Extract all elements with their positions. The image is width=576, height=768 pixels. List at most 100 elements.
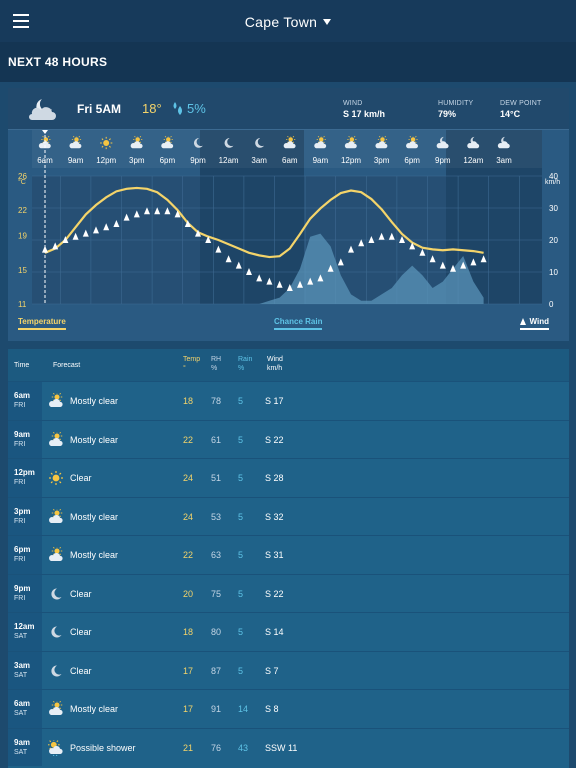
wind-arrow: [215, 245, 222, 253]
row-temp: 17: [183, 704, 194, 714]
moon-cloud-icon: [29, 99, 56, 120]
table-header: Time Forecast Temp ° RH% Rain% Wind km/h: [8, 349, 569, 381]
wind-arrow: [460, 261, 467, 269]
wind-stat: WIND S 17 km/h: [343, 100, 385, 119]
row-temp: 24: [183, 511, 194, 522]
row-day: SAT: [14, 633, 28, 640]
partly-cloudy-icon: [48, 701, 63, 715]
row-rain: 5: [238, 588, 244, 599]
table-row[interactable]: 9am FRI Mostly clear 22 61 5 S 22: [8, 419, 569, 458]
row-temp: 22: [183, 434, 194, 445]
row-time: 12am: [14, 622, 35, 631]
table-row[interactable]: 9pm FRI Clear 20 75 5 S 22: [8, 573, 569, 612]
partly-cloudy-icon: [283, 136, 296, 149]
moon-cloud-icon: [497, 136, 510, 149]
table-row[interactable]: 3pm FRI Mostly clear 24 53 5 S 32: [8, 496, 569, 535]
row-rh: 63: [211, 550, 222, 560]
row-rh: 53: [211, 511, 222, 522]
table-row[interactable]: 9am SAT Possible shower 21 76 43 SSW 11: [8, 727, 569, 766]
table-row[interactable]: 12am SAT Clear 18 80 5 S 14: [8, 612, 569, 651]
row-wind: S 22: [265, 434, 284, 445]
wind-arrow: [52, 242, 59, 250]
wind-arrow: [480, 255, 487, 263]
row-wind: S 22: [265, 588, 284, 599]
th-rain: Rain%: [238, 355, 252, 373]
hour-label: 3pm: [374, 156, 390, 165]
table-row[interactable]: 6pm FRI Mostly clear 22 63 5 S 31: [8, 535, 569, 574]
row-rain: 5: [238, 665, 244, 676]
legend-temperature[interactable]: Temperature: [18, 317, 66, 330]
wind-arrow: [439, 261, 446, 269]
row-day: FRI: [14, 594, 26, 602]
table-row[interactable]: 12pm FRI Clear 24 51 5 S 28: [8, 458, 569, 497]
left-tick-label: 11: [18, 300, 27, 309]
hamburger-menu-icon[interactable]: [13, 14, 29, 28]
chart-legend: Temperature Chance Rain Wind: [8, 310, 555, 334]
time-cell: 12am SAT: [8, 613, 42, 651]
row-day: FRI: [14, 556, 26, 563]
wind-arrow: [378, 232, 385, 240]
wind-arrow: [205, 236, 212, 243]
wind-arrow: [256, 274, 263, 282]
th-wind: Wind km/h: [267, 355, 283, 373]
row-rain: 5: [238, 511, 244, 522]
th-temp-label: Temp: [183, 356, 201, 363]
row-rain: 5: [238, 434, 244, 445]
table-row[interactable]: 6am FRI Mostly clear 18 78 5 S 17: [8, 381, 569, 420]
row-day: FRI: [14, 440, 26, 448]
wind-arrow: [103, 223, 110, 231]
row-time: 9am: [14, 737, 31, 747]
row-rh: 80: [211, 627, 222, 637]
table-row[interactable]: 6am SAT Mostly clear 17 91 14 S 8: [8, 689, 569, 728]
row-rain: 43: [238, 742, 249, 753]
right-tick-label: 30: [549, 204, 558, 213]
moon-icon: [51, 626, 62, 638]
row-temp: 20: [183, 588, 194, 599]
rain-area: [45, 233, 484, 304]
current-rain-chance: 5%: [187, 101, 206, 116]
hourly-forecast-table: Time Forecast Temp ° RH% Rain% Wind km/h 6…: [8, 349, 569, 768]
wind-arrow: [409, 242, 416, 250]
partly-cloudy-icon: [406, 136, 418, 149]
row-temp: 17: [183, 665, 194, 676]
time-cell: 9am SAT: [8, 728, 42, 766]
row-day: FRI: [14, 402, 26, 409]
legend-wind-label: Wind: [529, 317, 549, 326]
dewpoint-label: DEW POINT: [500, 100, 542, 107]
wind-arrow: [429, 255, 436, 263]
location-selector[interactable]: Cape Town: [0, 14, 576, 30]
current-time-marker-cap: [42, 130, 48, 134]
row-forecast: Clear: [70, 588, 92, 599]
wind-arrow: [195, 229, 201, 237]
right-tick-label: 10: [549, 268, 558, 277]
humidity-stat: HUMIDITY 79%: [438, 100, 473, 119]
wind-arrow: [368, 236, 375, 243]
hour-label: 12pm: [96, 156, 116, 165]
wind-arrow: [184, 220, 191, 227]
row-wind: S 31: [265, 550, 284, 560]
wind-arrow: [225, 255, 232, 263]
legend-wind[interactable]: Wind: [519, 317, 549, 330]
time-cell: 9am FRI: [8, 420, 42, 458]
forecast-chart[interactable]: 6am 9am 12pm 3pm 6pm 9pm 12am 3am 6am 9am 12pm 3pm 6…: [8, 88, 569, 341]
row-forecast: Clear: [70, 473, 92, 483]
wind-arrow: [327, 264, 334, 272]
row-forecast: Mostly clear: [70, 704, 119, 714]
wind-arrow: [388, 232, 395, 240]
wind-arrow: [348, 245, 354, 253]
row-temp: 22: [183, 550, 194, 560]
time-cell: 6am FRI: [8, 382, 42, 420]
wind-arrow: [154, 207, 161, 215]
legend-chance-rain[interactable]: Chance Rain: [274, 317, 323, 330]
row-day: FRI: [14, 479, 26, 486]
th-forecast: Forecast: [53, 362, 81, 369]
row-wind: S 14: [265, 627, 284, 637]
partly-cloudy-icon: [375, 136, 388, 149]
wind-arrow: [113, 220, 120, 227]
row-temp: 18: [183, 396, 194, 406]
partly-cloudy-icon: [48, 393, 63, 407]
wind-label: WIND: [343, 100, 363, 107]
wind-arrow: [82, 229, 89, 237]
moon-cloud-icon: [436, 136, 449, 149]
table-row[interactable]: 3am SAT Clear 17 87 5 S 7: [8, 650, 569, 689]
